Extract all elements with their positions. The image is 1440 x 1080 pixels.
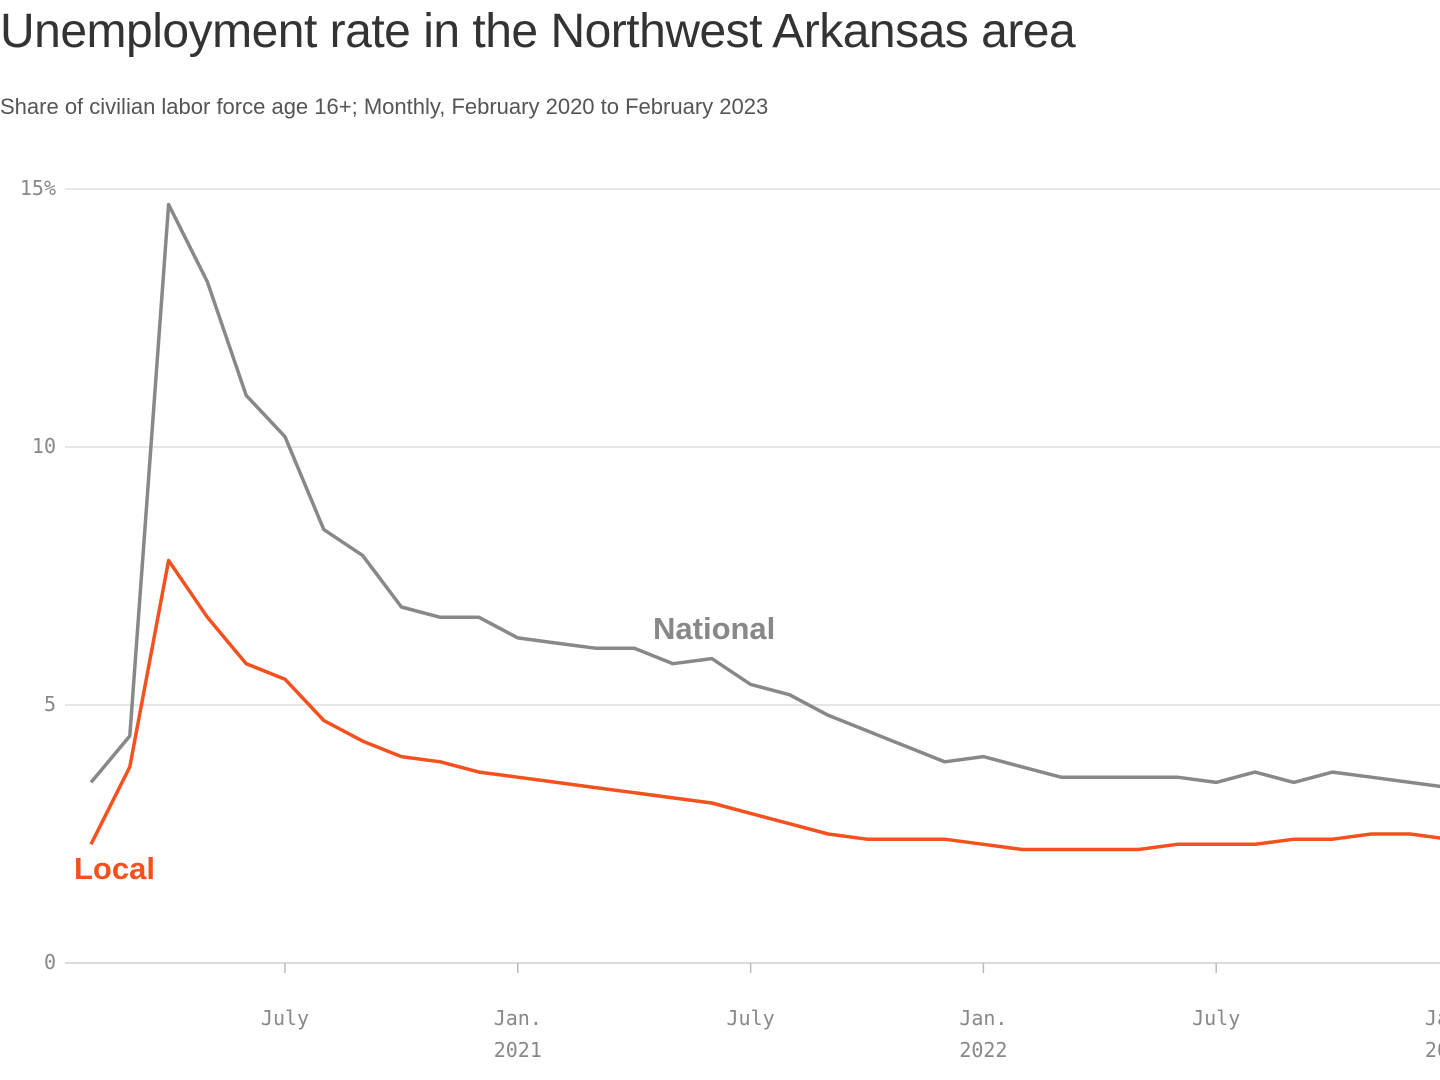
x-tick-label: Jan. — [959, 1006, 1007, 1030]
x-tick-label: July — [727, 1006, 775, 1030]
y-tick-label: 5 — [44, 692, 56, 716]
gridlines — [65, 188, 1440, 964]
x-tick-label: Jan. — [1425, 1006, 1440, 1030]
x-tick-label: July — [1192, 1006, 1240, 1030]
x-axis: July Jan. 2021 July Jan. 2022 July Jan. 2023 — [261, 963, 1440, 1062]
x-tick-year-label: 2022 — [959, 1038, 1007, 1062]
x-tick-label: Jan. — [494, 1006, 542, 1030]
y-axis: 0 5 10 15% — [20, 176, 56, 974]
chart-title: Unemployment rate in the Northwest Arkan… — [0, 5, 1076, 58]
x-tick-label: July — [261, 1006, 309, 1030]
chart-subtitle: Share of civilian labor force age 16+; M… — [0, 94, 769, 119]
y-tick-label: 15% — [20, 176, 56, 200]
y-tick-label: 0 — [44, 950, 56, 974]
series-lines — [89, 202, 1440, 852]
series-label-national: National — [653, 611, 775, 646]
x-tick-year-label: 2023 — [1425, 1038, 1440, 1062]
series-label-local: Local — [74, 851, 155, 886]
series-line-local — [89, 558, 1440, 852]
x-tick-year-label: 2021 — [494, 1038, 542, 1062]
series-line-national — [89, 202, 1440, 789]
y-tick-label: 10 — [32, 434, 56, 458]
